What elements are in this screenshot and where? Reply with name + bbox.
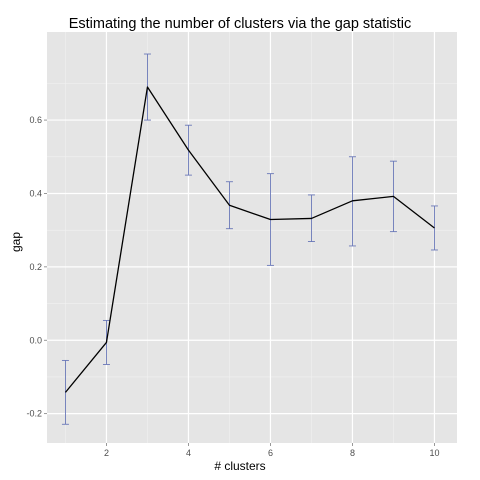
y-tick-label: 0.0 [29,335,42,345]
y-tick-label: 0.4 [29,188,42,198]
gap-series-line [64,86,435,393]
y-tick-label: 0.2 [29,262,42,272]
plot-panel [47,32,457,443]
x-axis-ticks: 2 4 6 8 10 [104,443,439,458]
chart-title: Estimating the number of clusters via th… [69,16,412,32]
x-tick-label: 4 [186,448,191,458]
y-axis-ticks: -0.2 0.0 0.2 0.4 0.6 [26,115,47,419]
x-tick-label: 8 [350,448,355,458]
x-tick-label: 10 [429,448,439,458]
x-axis-label: # clusters [214,459,265,473]
x-tick-label: 6 [268,448,273,458]
gap-line-layer [64,86,435,393]
y-axis-label: gap [9,232,23,252]
y-tick-label: -0.2 [26,409,42,419]
x-tick-label: 2 [104,448,109,458]
y-tick-label: 0.6 [29,115,42,125]
